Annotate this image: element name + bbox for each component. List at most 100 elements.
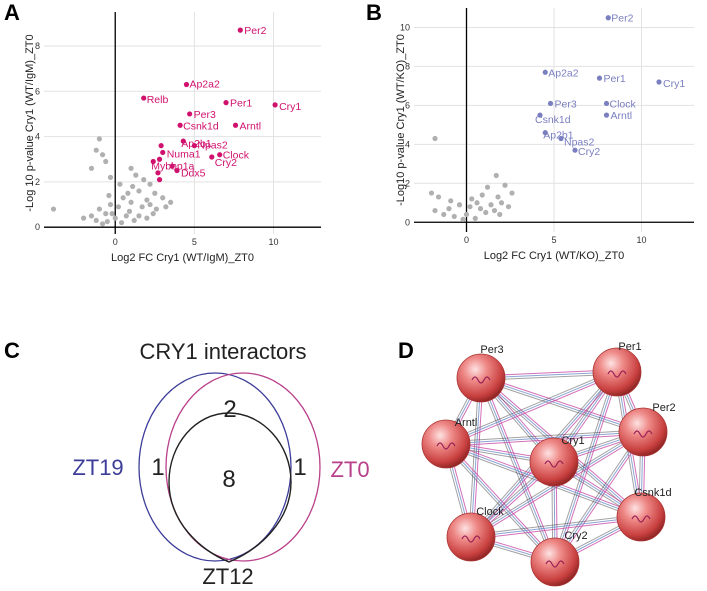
x-tick-label: 5 bbox=[551, 235, 556, 245]
point-label: Per3 bbox=[555, 98, 577, 110]
venn-label-zt19: ZT19 bbox=[72, 455, 123, 480]
background-point bbox=[451, 213, 457, 220]
background-point bbox=[498, 200, 505, 206]
venn-count-zt19-only: 1 bbox=[151, 454, 164, 481]
venn-label-zt12: ZT12 bbox=[202, 564, 253, 589]
background-point bbox=[144, 215, 150, 221]
background-point bbox=[139, 204, 145, 210]
y-tick-label: 8 bbox=[405, 61, 410, 71]
highlight-point bbox=[603, 100, 610, 107]
point-label: Npas2 bbox=[564, 137, 595, 149]
point-label: Per1 bbox=[604, 73, 626, 85]
venn-label-zt0: ZT0 bbox=[330, 457, 369, 482]
point-label: Csnk1d bbox=[535, 114, 571, 126]
background-point bbox=[133, 172, 139, 178]
network-node-cry1 bbox=[529, 437, 579, 487]
background-point bbox=[126, 208, 133, 214]
background-point bbox=[131, 217, 137, 224]
network-edge bbox=[552, 371, 616, 562]
background-point bbox=[491, 207, 498, 214]
background-point bbox=[128, 165, 134, 171]
network-edge bbox=[472, 378, 484, 538]
network-edge bbox=[446, 373, 619, 447]
network-edge bbox=[478, 378, 554, 564]
point-label: Csnk1d bbox=[183, 120, 219, 132]
network-edge bbox=[470, 377, 482, 538]
background-point bbox=[118, 220, 125, 226]
highlight-point bbox=[537, 112, 543, 118]
point-label: Per2 bbox=[611, 13, 633, 25]
venn-count-all-three: 8 bbox=[222, 466, 235, 493]
protein-structure-icon bbox=[461, 535, 481, 543]
highlight-point bbox=[156, 177, 163, 183]
highlight-point bbox=[191, 143, 197, 149]
background-point bbox=[432, 135, 438, 142]
network-edge bbox=[470, 514, 641, 536]
background-point bbox=[107, 201, 114, 208]
network-node-label: Per2 bbox=[652, 402, 675, 414]
point-label: Per3 bbox=[194, 109, 216, 121]
point-label: Numa1 bbox=[167, 148, 201, 160]
highlight-point bbox=[596, 75, 603, 81]
background-point bbox=[463, 211, 470, 218]
network-edge bbox=[468, 377, 480, 537]
background-point bbox=[88, 165, 95, 171]
network-node-arntl bbox=[421, 419, 471, 469]
background-point bbox=[483, 209, 489, 216]
highlight-point bbox=[223, 100, 229, 106]
background-point bbox=[128, 199, 134, 205]
background-point bbox=[168, 199, 174, 205]
point-label: Ap2a2 bbox=[189, 78, 220, 90]
background-point bbox=[479, 192, 485, 198]
background-point bbox=[467, 204, 473, 210]
point-label: Per1 bbox=[230, 98, 252, 110]
highlight-point bbox=[156, 156, 163, 162]
background-point bbox=[505, 204, 512, 210]
background-point bbox=[106, 192, 112, 199]
protein-structure-icon bbox=[633, 430, 653, 438]
highlight-point bbox=[232, 122, 239, 128]
y-tick-label: 2 bbox=[35, 177, 40, 187]
x-axis-title: Log2 FC Cry1 (WT/KO)_ZT0 bbox=[484, 250, 625, 262]
background-point bbox=[93, 147, 99, 153]
highlight-point bbox=[558, 135, 564, 142]
venn-circle-zt19 bbox=[138, 372, 292, 562]
background-point bbox=[88, 213, 95, 219]
point-label: Arntl bbox=[240, 120, 262, 132]
background-point bbox=[469, 196, 475, 202]
network-edge bbox=[445, 443, 556, 563]
background-point bbox=[497, 211, 503, 218]
highlight-point bbox=[187, 111, 193, 117]
highlight-point bbox=[542, 69, 548, 75]
point-label: Cry1 bbox=[279, 101, 301, 113]
point-label: Ddx5 bbox=[181, 168, 206, 180]
background-point bbox=[112, 215, 118, 221]
background-point bbox=[144, 197, 150, 203]
point-label: Cry1 bbox=[663, 78, 685, 90]
highlight-point bbox=[169, 163, 175, 169]
y-tick-label: 6 bbox=[35, 86, 40, 96]
background-point bbox=[495, 194, 501, 200]
y-tick-label: 0 bbox=[405, 217, 410, 227]
point-label: Ap2a2 bbox=[548, 67, 579, 79]
network-node-label: Per3 bbox=[480, 344, 503, 356]
network-edge bbox=[480, 377, 644, 433]
network-edge bbox=[480, 377, 556, 563]
background-point bbox=[115, 204, 121, 210]
point-label: Arntl bbox=[611, 110, 633, 122]
background-point bbox=[96, 136, 102, 142]
network-edge bbox=[556, 432, 646, 564]
network-edge bbox=[552, 430, 642, 562]
background-point bbox=[103, 158, 109, 165]
background-point bbox=[446, 206, 452, 212]
background-point bbox=[125, 190, 131, 196]
background-point bbox=[484, 184, 491, 190]
background-point bbox=[141, 177, 147, 183]
network-nodes: Per3 Per1 Per2 Arntl Cry1 Csnk1d Clock Cry2 bbox=[421, 341, 676, 587]
point-label: Cry2 bbox=[578, 146, 600, 158]
venn-title: CRY1 interactors bbox=[139, 339, 306, 364]
background-point bbox=[99, 221, 106, 227]
point-label: Mybbp1a bbox=[151, 161, 194, 173]
x-tick-label: 0 bbox=[113, 237, 118, 247]
background-point bbox=[136, 188, 142, 194]
